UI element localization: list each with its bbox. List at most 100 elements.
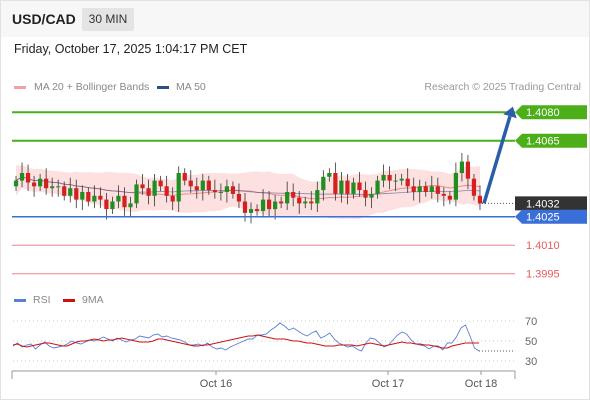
candle [321,170,326,201]
candle-body [44,178,49,189]
support-1-label: 1.4010 [526,240,560,252]
candle [441,187,446,207]
research-credit: Research © 2025 Trading Central [424,81,581,93]
candle [429,175,434,199]
candle-body [50,186,55,189]
forecast-arrow-head [503,106,517,119]
candle [13,175,19,192]
candle-body [236,193,242,202]
candle-body [158,180,163,187]
chart-datetime: Friday, October 17, 2025 1:04:17 PM CET [14,42,248,56]
candle-body [417,186,422,192]
candle-body [62,186,67,196]
candle-body [200,180,205,191]
time-tick-label: Oct 18 [465,378,497,390]
candle-body [80,192,85,200]
resistance-1-label-bg [515,133,587,148]
candle-body [248,209,254,213]
candle [19,162,25,188]
candle-body [56,186,61,188]
candle [423,181,428,197]
forecast-arrow-shaft [482,115,512,204]
candle-body [68,188,73,196]
last-price-label-bg [515,196,587,211]
candle-body [423,186,428,192]
candle [74,179,79,209]
candle [279,196,284,209]
ma20-legend-swatch [14,86,26,89]
candle [417,179,422,203]
rsi-ma9-line [12,334,479,349]
resistance-2-label-bg [515,105,587,120]
candle-body [321,176,326,191]
rsi-axis-label: 30 [525,356,537,368]
candle [56,179,61,197]
candle-body [369,193,374,198]
candle-body [285,192,290,204]
candle [224,179,230,203]
candle-body [303,201,308,204]
rsi-ma9-legend-swatch [63,299,75,302]
candle [44,168,49,195]
candle-body [194,186,199,191]
candle-body [411,186,416,192]
candle-body [182,173,187,181]
pivot-label: 1.4025 [526,212,560,224]
candle-body [176,173,181,202]
timeframe-button[interactable]: 30 MIN [82,8,134,31]
candle [260,189,266,218]
rsi-axis-label: 50 [525,336,537,348]
candle [128,196,133,218]
candle [465,154,471,190]
candle-body [333,173,338,194]
candle [405,168,410,193]
candle-body [122,195,127,208]
time-tick-label: Oct 16 [200,378,232,390]
rsi-legend-swatch [14,299,26,302]
candle [387,166,392,190]
candle [62,181,67,201]
candle [369,187,374,209]
candle-body [230,186,236,194]
candle [273,194,278,220]
candle [152,173,157,207]
candle-body [477,195,483,204]
candle [80,185,85,211]
time-axis: Oct 16 Oct 17 Oct 18 [11,370,516,390]
rsi-ma9-legend-label: 9MA [82,294,104,306]
candle [411,177,416,201]
candle-body [31,182,37,187]
candle-body [242,201,248,213]
candle-body [212,190,217,192]
candle-body [375,180,380,194]
candle [122,187,127,216]
candle [309,191,314,211]
support-2-label: 1.3995 [526,269,560,281]
candle [116,185,121,209]
candle-body [453,173,458,200]
candle-body [260,199,266,211]
resistance-2-label: 1.4080 [526,107,560,119]
candle-body [140,184,145,189]
candle [375,175,380,199]
candle [98,187,103,209]
candle-body [224,186,230,192]
candle [459,153,465,182]
ma50-line [15,176,481,195]
candle-body [465,161,471,179]
candle [393,173,398,192]
candle [254,204,260,216]
candle [146,179,151,205]
rsi-legend-label: RSI [33,294,51,306]
candle [345,173,350,205]
candle [381,164,386,188]
candle [399,173,404,186]
candle [453,162,458,207]
candle-body [357,182,362,191]
candle-body [152,180,157,196]
ma50-legend-swatch [157,86,169,89]
rsi-axis-label: 70 [525,316,537,328]
candle [188,170,193,193]
bollinger-bands [15,165,481,220]
